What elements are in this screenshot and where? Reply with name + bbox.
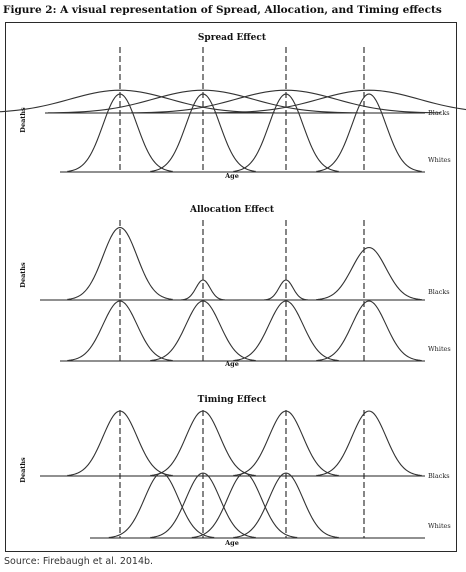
x-axis-label: Age <box>224 172 239 180</box>
curve-whites <box>191 472 298 539</box>
curve-blacks <box>213 89 466 114</box>
y-axis-label: Deaths <box>19 107 27 133</box>
series-label-whites: Whites <box>428 156 451 164</box>
curve-blacks <box>0 89 276 114</box>
curve-blacks <box>264 279 308 301</box>
curve-whites <box>67 93 173 172</box>
y-axis-label: Deaths <box>19 262 27 288</box>
series-label-whites: Whites <box>428 345 451 353</box>
panel-title: Timing Effect <box>198 395 267 405</box>
curve-whites <box>233 472 339 539</box>
curve-blacks <box>130 89 442 114</box>
curve-whites <box>316 300 422 362</box>
x-axis-label: Age <box>224 360 239 368</box>
y-axis-label: Deaths <box>19 457 27 483</box>
series-label-blacks: Blacks <box>428 288 450 296</box>
figure-title: Figure 2: A visual representation of Spr… <box>3 4 442 16</box>
panel-title: Allocation Effect <box>189 205 275 215</box>
series-label-blacks: Blacks <box>428 472 450 480</box>
curve-whites <box>150 93 256 172</box>
curve-blacks <box>47 89 359 114</box>
curve-blacks <box>233 410 339 477</box>
panel-title: Spread Effect <box>198 33 267 43</box>
curve-blacks <box>181 279 225 301</box>
figure-source: Source: Firebaugh et al. 2014b. <box>4 556 154 567</box>
curve-whites <box>233 93 339 172</box>
curve-whites <box>108 472 215 539</box>
curve-whites <box>150 472 256 539</box>
x-axis-label: Age <box>224 539 239 547</box>
series-label-whites: Whites <box>428 522 451 530</box>
curve-whites <box>67 300 173 362</box>
series-label-blacks: Blacks <box>428 109 450 117</box>
figure-frame <box>5 22 457 552</box>
curve-whites <box>150 300 256 362</box>
curve-blacks <box>150 410 256 477</box>
curve-whites <box>233 300 339 362</box>
curve-blacks <box>316 410 422 477</box>
curve-blacks <box>67 410 173 477</box>
curve-blacks <box>67 226 173 300</box>
curve-whites <box>316 93 422 172</box>
curve-blacks <box>316 246 422 301</box>
